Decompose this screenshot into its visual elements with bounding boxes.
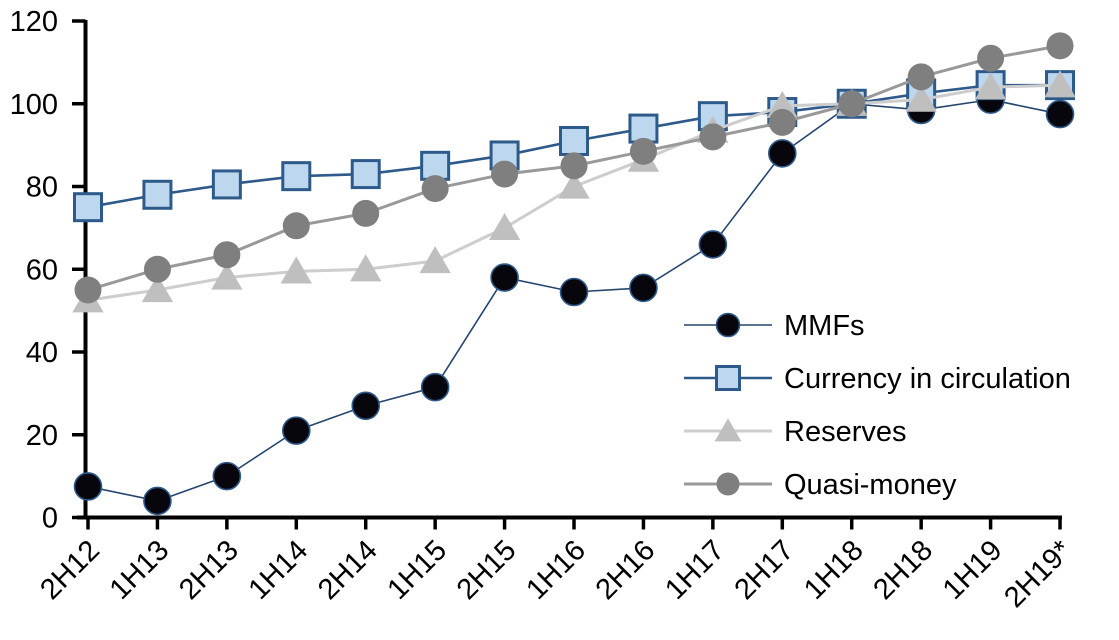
- marker-currency-in-circulation: [628, 113, 659, 144]
- x-tick-label: 1H15: [381, 534, 453, 606]
- y-tick-label: 60: [26, 254, 58, 286]
- series-quasi-money: [74, 32, 1074, 304]
- x-tick-label: 2H16: [590, 534, 662, 606]
- marker-reserves: [766, 90, 798, 118]
- marker-quasi-money: [699, 123, 727, 151]
- y-tick-label: 0: [42, 503, 58, 535]
- marker-quasi-money: [838, 90, 866, 118]
- x-tick-label: 1H17: [659, 534, 731, 606]
- marker-quasi-money: [1046, 32, 1074, 60]
- marker-reserves: [350, 254, 382, 282]
- marker-mmfs: [420, 372, 450, 402]
- marker-mmfs: [698, 230, 728, 259]
- x-tick-label: 2H18: [867, 534, 939, 606]
- marker-quasi-money: [352, 199, 380, 227]
- marker-quasi-money: [560, 152, 588, 180]
- legend-label-reserves: Reserves: [784, 416, 907, 448]
- marker-reserves: [1044, 70, 1076, 98]
- marker-reserves: [141, 275, 174, 303]
- marker-quasi-money: [907, 63, 935, 91]
- marker-mmfs: [1045, 99, 1075, 129]
- marker-mmfs: [629, 273, 658, 303]
- x-tick-label: 2H14: [312, 534, 384, 606]
- marker-mmfs: [490, 263, 519, 292]
- marker-currency-in-circulation: [142, 179, 173, 210]
- marker-currency-in-circulation: [350, 159, 381, 190]
- marker-quasi-money: [143, 255, 171, 283]
- marker-mmfs: [281, 416, 311, 445]
- marker-reserves: [488, 213, 521, 241]
- marker-currency-in-circulation: [281, 161, 312, 192]
- marker-reserves: [905, 84, 937, 112]
- marker-mmfs: [73, 472, 103, 501]
- marker-quasi-money: [768, 108, 796, 136]
- x-tick-label: 1H14: [243, 534, 315, 606]
- y-tick-label: 80: [26, 172, 58, 204]
- legend-marker-currency-in-circulation: [715, 365, 741, 391]
- y-tick-label: 40: [26, 337, 58, 369]
- x-tick-label: 2H15: [451, 534, 523, 606]
- marker-mmfs: [351, 391, 381, 421]
- marker-mmfs: [143, 486, 172, 516]
- marker-currency-in-circulation: [559, 125, 590, 156]
- legend-marker-mmfs: [715, 312, 741, 338]
- marker-quasi-money: [977, 44, 1005, 72]
- marker-quasi-money: [629, 137, 657, 165]
- legend-label-currency-in-circulation: Currency in circulation: [784, 363, 1071, 395]
- marker-quasi-money: [74, 276, 102, 304]
- marker-mmfs: [767, 139, 797, 168]
- x-tick-label: 1H16: [520, 534, 592, 606]
- marker-currency-in-circulation: [73, 192, 103, 223]
- legend-label-quasi-money: Quasi-money: [784, 469, 957, 501]
- legend: MMFs Currency in circulation Reserves Quasi…: [684, 310, 1071, 501]
- marker-quasi-money: [282, 212, 310, 240]
- legend-label-mmfs: MMFs: [784, 310, 865, 342]
- marker-quasi-money: [491, 160, 519, 188]
- legend-marker-reserves: [714, 418, 742, 442]
- legend-marker-quasi-money: [716, 472, 740, 496]
- marker-reserves: [558, 171, 590, 199]
- x-tick-label: 2H13: [173, 534, 245, 606]
- marker-mmfs: [212, 461, 242, 491]
- x-tick-label: 1H18: [798, 534, 870, 606]
- marker-mmfs: [559, 277, 589, 307]
- marker-quasi-money: [421, 175, 449, 203]
- y-tick-label: 120: [10, 6, 58, 38]
- y-tick-label: 20: [26, 420, 58, 452]
- x-tick-label: 1H19: [937, 534, 1009, 606]
- marker-reserves: [419, 246, 451, 274]
- x-tick-label: 2H19*: [998, 534, 1078, 614]
- y-tick-label: 100: [10, 89, 58, 121]
- marker-reserves: [974, 72, 1007, 100]
- legend-item-quasi-money: Quasi-money: [684, 469, 957, 501]
- marker-quasi-money: [213, 241, 241, 269]
- marker-currency-in-circulation: [211, 169, 242, 200]
- legend-item-mmfs: MMFs: [684, 310, 865, 342]
- marker-reserves: [280, 256, 312, 284]
- legend-item-currency-in-circulation: Currency in circulation: [684, 363, 1071, 395]
- x-tick-label: 1H13: [104, 534, 176, 606]
- legend-item-reserves: Reserves: [684, 416, 907, 448]
- marker-reserves: [211, 262, 243, 290]
- x-tick-label: 2H12: [34, 534, 106, 606]
- x-tick-label: 2H17: [729, 534, 801, 606]
